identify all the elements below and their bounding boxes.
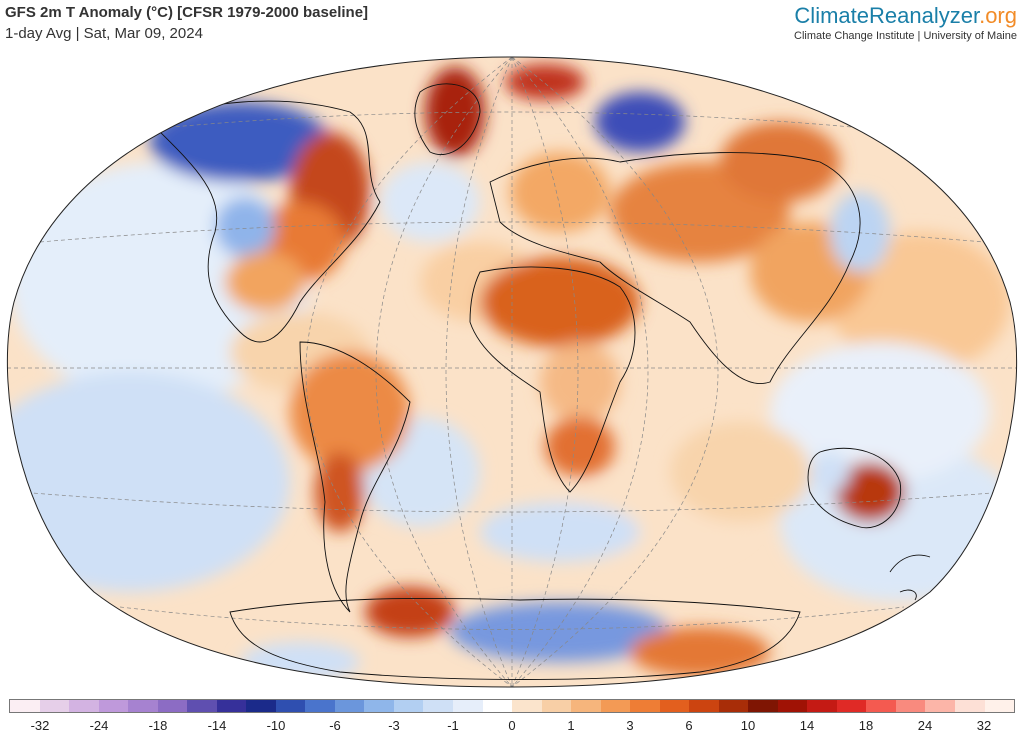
color-scale-cell	[689, 700, 719, 712]
color-scale-cell	[777, 700, 808, 712]
color-scale-cell	[334, 700, 365, 712]
color-scale-cell	[541, 700, 572, 712]
color-scale-label: 10	[740, 718, 756, 733]
globe-outline	[6, 56, 1018, 688]
color-scale-cell	[600, 700, 631, 712]
color-scale-cell	[187, 700, 217, 712]
color-scale-cell	[571, 700, 601, 712]
color-scale-cell	[984, 700, 1015, 712]
color-scale-label: -10	[266, 718, 286, 733]
color-scale-cell	[39, 700, 70, 712]
color-scale-cell	[157, 700, 188, 712]
brand-logo-part1: Climate	[794, 3, 869, 28]
color-scale-label: 18	[858, 718, 874, 733]
color-scale-cell	[512, 700, 542, 712]
brand-logo-part3: .org	[979, 3, 1017, 28]
color-scale-label: -1	[447, 718, 459, 733]
graticule	[7, 57, 1017, 687]
brand-tagline: Climate Change Institute | University of…	[794, 30, 1017, 42]
color-scale-label: -32	[30, 718, 50, 733]
color-scale-label: -3	[388, 718, 400, 733]
color-scale-cell	[895, 700, 926, 712]
color-scale-cell	[393, 700, 424, 712]
brand-logo-part2: Reanalyzer	[869, 3, 980, 28]
color-scale-cell	[10, 700, 40, 712]
color-scale-label: -6	[329, 718, 341, 733]
color-scale-label: -18	[148, 718, 168, 733]
coastlines	[149, 83, 931, 680]
color-scale-cell	[275, 700, 306, 712]
color-scale-labels: -32 -24 -18 -14 -10 -6 -3 -1 0 1 3 6 10 14 18 24 32	[9, 718, 1015, 736]
color-scale-cell	[955, 700, 985, 712]
color-scale-cell	[364, 700, 394, 712]
color-scale-label: 32	[976, 718, 992, 733]
color-scale-label: 1	[567, 718, 575, 733]
color-scale-label: -14	[207, 718, 227, 733]
color-scale-cell	[452, 700, 483, 712]
color-scale-label: -24	[89, 718, 109, 733]
color-scale-cell	[659, 700, 690, 712]
chart-subtitle: 1-day Avg | Sat, Mar 09, 2024	[5, 25, 203, 42]
color-scale-cell	[925, 700, 955, 712]
color-scale-cell	[128, 700, 158, 712]
color-scale-cell	[807, 700, 837, 712]
color-scale-cell	[718, 700, 749, 712]
brand-logo[interactable]: ClimateReanalyzer.org	[794, 3, 1017, 29]
color-scale-cell	[423, 700, 453, 712]
color-scale-cell	[836, 700, 867, 712]
color-scale-label: 3	[626, 718, 634, 733]
color-scale-cell	[866, 700, 896, 712]
color-scale-bar	[9, 699, 1015, 713]
color-scale-cell	[630, 700, 660, 712]
color-scale-label: 0	[508, 718, 516, 733]
color-scale-cell	[482, 700, 513, 712]
color-scale-cell	[69, 700, 99, 712]
color-scale-cell	[246, 700, 276, 712]
color-scale-cell	[216, 700, 247, 712]
color-scale-label: 6	[685, 718, 693, 733]
color-scale-cell	[748, 700, 778, 712]
world-map[interactable]	[0, 52, 1024, 692]
color-scale-cell	[305, 700, 335, 712]
chart-title: GFS 2m T Anomaly (°C) [CFSR 1979-2000 ba…	[5, 4, 369, 21]
brand-block[interactable]: ClimateReanalyzer.org Climate Change Ins…	[794, 3, 1017, 42]
color-scale-cell	[98, 700, 129, 712]
color-scale-label: 14	[799, 718, 815, 733]
color-scale-label: 24	[917, 718, 933, 733]
